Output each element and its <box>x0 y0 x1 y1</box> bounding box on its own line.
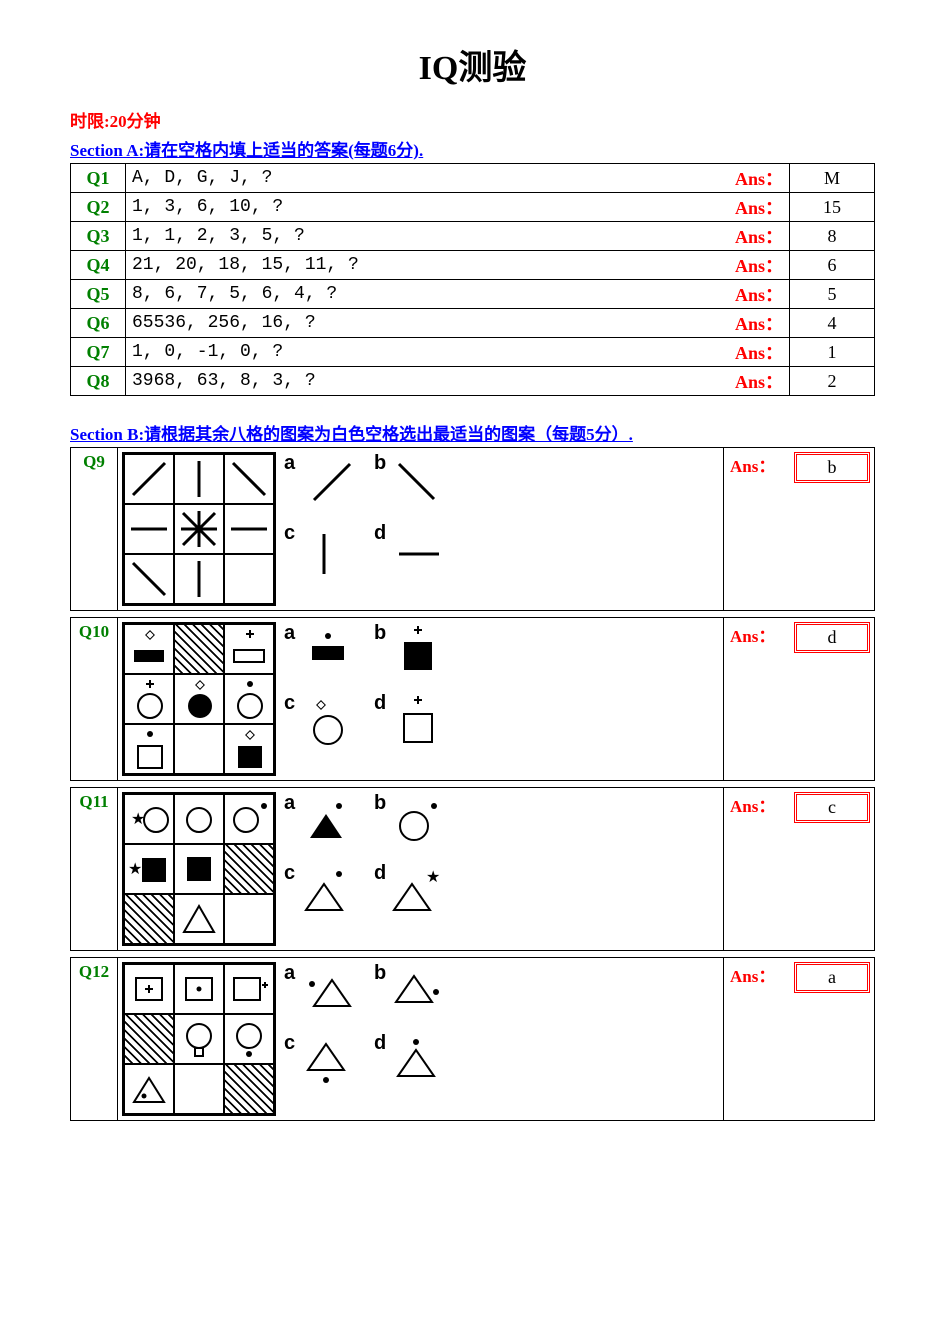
option-label-b: b <box>374 962 386 985</box>
q9-answer[interactable]: b <box>794 452 870 483</box>
section-a-table: Q1A, D, G, J, ?Ans：MQ21, 3, 6, 10, ?Ans：… <box>70 163 875 396</box>
q12-options: a b c d <box>284 962 464 1102</box>
page-title: IQ测验 <box>70 40 875 89</box>
q11-grid: ★ ★ <box>122 792 276 946</box>
option-label-c: c <box>284 1032 295 1055</box>
option-label-c: c <box>284 522 295 545</box>
q11-options: a b c d ★ <box>284 792 464 932</box>
question-text: 21, 20, 18, 15, 11, ? <box>126 251 722 280</box>
question-text: 3968, 63, 8, 3, ? <box>126 367 722 396</box>
answer-box[interactable]: 5 <box>790 280 875 309</box>
ans-label: Ans： <box>721 309 790 338</box>
ans-label: Ans： <box>721 251 790 280</box>
ans-label: Ans： <box>721 193 790 222</box>
ans-label: Ans： <box>721 367 790 396</box>
q9-content: a b c d <box>118 448 723 610</box>
question-number: Q5 <box>71 280 126 309</box>
ans-label: Ans： <box>721 338 790 367</box>
ans-label: Ans： <box>721 164 790 193</box>
q12-number: Q12 <box>71 958 118 1120</box>
question-number: Q3 <box>71 222 126 251</box>
table-row: Q31, 1, 2, 3, 5, ?Ans：8 <box>71 222 875 251</box>
table-row: Q71, 0, -1, 0, ?Ans：1 <box>71 338 875 367</box>
answer-box[interactable]: 6 <box>790 251 875 280</box>
answer-box[interactable]: 1 <box>790 338 875 367</box>
q10-number: Q10 <box>71 618 118 780</box>
option-label-d: d <box>374 862 386 885</box>
q11-answer[interactable]: c <box>794 792 870 823</box>
table-row: Q21, 3, 6, 10, ?Ans：15 <box>71 193 875 222</box>
ans-label: Ans： <box>730 622 775 647</box>
answer-box[interactable]: 2 <box>790 367 875 396</box>
q9-grid <box>122 452 276 606</box>
question-text: 1, 3, 6, 10, ? <box>126 193 722 222</box>
table-row: Q1A, D, G, J, ?Ans：M <box>71 164 875 193</box>
ans-label: Ans： <box>730 792 775 817</box>
question-text: 8, 6, 7, 5, 6, 4, ? <box>126 280 722 309</box>
ans-label: Ans： <box>721 280 790 309</box>
ans-label: Ans： <box>730 962 775 987</box>
time-limit: 时限:20分钟 <box>70 107 875 132</box>
answer-box[interactable]: M <box>790 164 875 193</box>
q10-row: Q10 a b c d Ans： d <box>70 617 875 781</box>
option-label-b: b <box>374 452 386 475</box>
q9-options: a b c d <box>284 452 464 592</box>
section-a-header: Section A:请在空格内填上适当的答案(每题6分). <box>70 136 875 161</box>
question-number: Q7 <box>71 338 126 367</box>
question-number: Q1 <box>71 164 126 193</box>
question-number: Q8 <box>71 367 126 396</box>
option-label-a: a <box>284 792 295 815</box>
option-label-a: a <box>284 622 295 645</box>
q9-number: Q9 <box>71 448 118 610</box>
q12-grid <box>122 962 276 1116</box>
option-label-d: d <box>374 692 386 715</box>
q12-content: a b c d <box>118 958 723 1120</box>
svg-text:★: ★ <box>128 861 142 878</box>
option-label-a: a <box>284 452 295 475</box>
ans-label: Ans： <box>730 452 775 477</box>
q11-content: ★ ★ a b c d ★ <box>118 788 723 950</box>
q12-answer[interactable]: a <box>794 962 870 993</box>
answer-box[interactable]: 4 <box>790 309 875 338</box>
option-label-b: b <box>374 622 386 645</box>
q12-row: Q12 a b c d Ans： a <box>70 957 875 1121</box>
q9-row: Q9 a b c d <box>70 447 875 611</box>
q10-grid <box>122 622 276 776</box>
answer-box[interactable]: 15 <box>790 193 875 222</box>
question-text: 1, 0, -1, 0, ? <box>126 338 722 367</box>
table-row: Q83968, 63, 8, 3, ?Ans：2 <box>71 367 875 396</box>
option-label-b: b <box>374 792 386 815</box>
option-label-c: c <box>284 692 295 715</box>
table-row: Q421, 20, 18, 15, 11, ?Ans：6 <box>71 251 875 280</box>
question-text: A, D, G, J, ? <box>126 164 722 193</box>
section-b-header: Section B:请根据其余八格的图案为白色空格选出最适当的图案（每题5分）. <box>70 420 875 445</box>
answer-box[interactable]: 8 <box>790 222 875 251</box>
svg-text:★: ★ <box>426 869 440 886</box>
table-row: Q665536, 256, 16, ?Ans：4 <box>71 309 875 338</box>
table-row: Q58, 6, 7, 5, 6, 4, ?Ans：5 <box>71 280 875 309</box>
q10-options: a b c d <box>284 622 464 762</box>
option-label-a: a <box>284 962 295 985</box>
ans-label: Ans： <box>721 222 790 251</box>
q10-answer[interactable]: d <box>794 622 870 653</box>
q10-content: a b c d <box>118 618 723 780</box>
question-text: 65536, 256, 16, ? <box>126 309 722 338</box>
q11-number: Q11 <box>71 788 118 950</box>
question-text: 1, 1, 2, 3, 5, ? <box>126 222 722 251</box>
q11-row: Q11 ★ ★ a b c d ★ Ans： c <box>70 787 875 951</box>
option-label-d: d <box>374 522 386 545</box>
question-number: Q2 <box>71 193 126 222</box>
option-label-c: c <box>284 862 295 885</box>
option-label-d: d <box>374 1032 386 1055</box>
question-number: Q4 <box>71 251 126 280</box>
question-number: Q6 <box>71 309 126 338</box>
